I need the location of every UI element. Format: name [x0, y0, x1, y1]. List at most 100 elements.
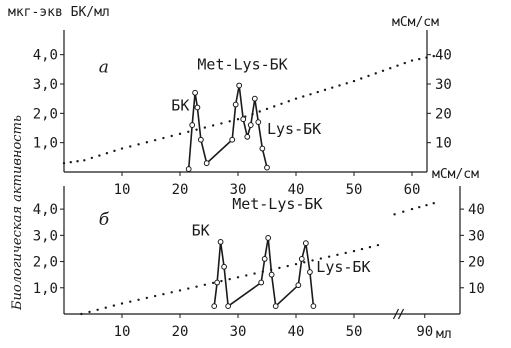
conductivity-dot — [278, 266, 281, 270]
conductivity-dot — [145, 141, 149, 144]
conductivity-dot — [220, 122, 223, 125]
peak-annotation: БК — [171, 96, 189, 114]
conductivity-dot — [187, 130, 190, 133]
conductivity-dot — [153, 294, 157, 298]
activity-data-point — [225, 303, 232, 310]
conductivity-dot — [112, 304, 116, 307]
x-tick-label: 40 — [288, 324, 305, 340]
activity-data-point — [259, 145, 266, 152]
panel-a: 1,0 2,0 3,0 4,0 10 20 30 40 10 20 30 40 50 60 а БК Met-L… — [33, 30, 452, 198]
left-tick-label: 3,0 — [33, 228, 58, 244]
conductivity-dot — [203, 126, 207, 129]
conductivity-dot — [251, 112, 254, 116]
activity-data-point — [258, 279, 265, 286]
right-tick-label: 30 — [435, 77, 452, 93]
left-tick-label: 1,0 — [33, 136, 58, 152]
conductivity-dot — [432, 54, 435, 58]
peak-annotation: Met-Lys-БК — [197, 55, 287, 73]
peak-annotation: БК — [192, 221, 210, 239]
x-tick-label: 40 — [288, 182, 305, 198]
conductivity-dot — [344, 251, 347, 255]
activity-data-point — [232, 101, 239, 108]
x-tick-label: 10 — [114, 182, 131, 198]
conductivity-dot — [418, 57, 421, 61]
activity-data-point — [197, 136, 204, 143]
x-tick-label: 20 — [172, 324, 189, 340]
conductivity-dot — [236, 276, 240, 279]
right-axis-unit-a: мСм/см — [392, 15, 439, 30]
x-tick-label: 10 — [114, 324, 131, 340]
activity-data-point — [265, 235, 272, 241]
left-tick-label: 4,0 — [33, 48, 58, 64]
x-tick-label: 60 — [404, 182, 421, 198]
conductivity-dot — [425, 56, 428, 59]
activity-data-point — [251, 95, 258, 102]
conductivity-dot — [170, 291, 173, 294]
activity-series-line — [187, 85, 268, 170]
conductivity-dot — [211, 281, 215, 285]
conductivity-dot — [302, 95, 305, 98]
activity-data-point — [261, 256, 268, 262]
conductivity-dot — [203, 283, 207, 286]
activity-data-point — [307, 269, 313, 275]
conductivity-dot — [244, 115, 247, 118]
conductivity-dot — [261, 270, 265, 273]
left-tick-label: 3,0 — [33, 77, 58, 93]
conductivity-dot — [269, 268, 273, 271]
activity-data-point — [302, 240, 309, 247]
conductivity-dot — [287, 100, 290, 103]
activity-data-point — [217, 238, 224, 245]
x-tick-label: 20 — [172, 182, 189, 198]
conductivity-dot — [62, 162, 66, 165]
activity-data-point — [214, 279, 221, 286]
activity-data-point — [240, 116, 247, 123]
axis-break-mark — [397, 308, 405, 320]
left-tick-label: 2,0 — [33, 255, 58, 271]
conductivity-dot — [105, 152, 109, 155]
conductivity-dot — [153, 138, 157, 142]
conductivity-dot — [360, 247, 364, 251]
conductivity-dot — [368, 245, 372, 249]
conductivity-dot — [129, 300, 132, 303]
conductivity-dot — [98, 154, 101, 157]
conductivity-dot — [104, 306, 107, 309]
activity-data-point — [194, 104, 201, 111]
conductivity-dot — [389, 67, 392, 70]
activity-data-point — [295, 282, 302, 289]
conductivity-dot — [170, 134, 173, 138]
right-tick-label: 10 — [435, 136, 452, 152]
panel-b: 1,0 2,0 3,0 4,0 10 20 30 40 10 20 30 40 50 90 б БК Met-L… — [33, 186, 485, 340]
conductivity-dot — [228, 120, 231, 123]
panel-label: а — [99, 57, 109, 77]
right-tick-label: 20 — [435, 106, 452, 122]
conductivity-dot — [336, 253, 339, 257]
conductivity-dot — [258, 110, 261, 113]
conductivity-dot — [253, 272, 256, 275]
activity-data-point — [236, 82, 243, 89]
conductivity-dot — [381, 69, 385, 73]
right-tick-label: 40 — [468, 202, 485, 218]
conductivity-series — [80, 243, 380, 316]
activity-data-point — [255, 119, 262, 126]
conductivity-dot — [286, 264, 289, 268]
conductivity-dot — [403, 61, 406, 65]
activity-data-point — [203, 160, 210, 167]
conductivity-dot — [162, 292, 165, 296]
conductivity-dot — [352, 79, 356, 83]
conductivity-dot — [195, 128, 198, 131]
activity-data-point — [211, 303, 218, 310]
conductivity-dot — [236, 118, 240, 121]
activity-data-point — [221, 263, 227, 270]
activity-data-point — [229, 136, 236, 143]
activity-data-point — [247, 122, 254, 128]
conductivity-dot — [396, 64, 399, 67]
conductivity-dot — [432, 202, 435, 205]
conductivity-dot — [273, 105, 276, 108]
x-tick-label: 50 — [346, 324, 363, 340]
conductivity-dot — [425, 203, 428, 207]
conductivity-dot — [323, 88, 327, 92]
conductivity-dot — [265, 107, 269, 111]
activity-data-point — [185, 166, 192, 172]
axis-break-mark — [392, 308, 400, 320]
conductivity-dot — [220, 279, 223, 283]
